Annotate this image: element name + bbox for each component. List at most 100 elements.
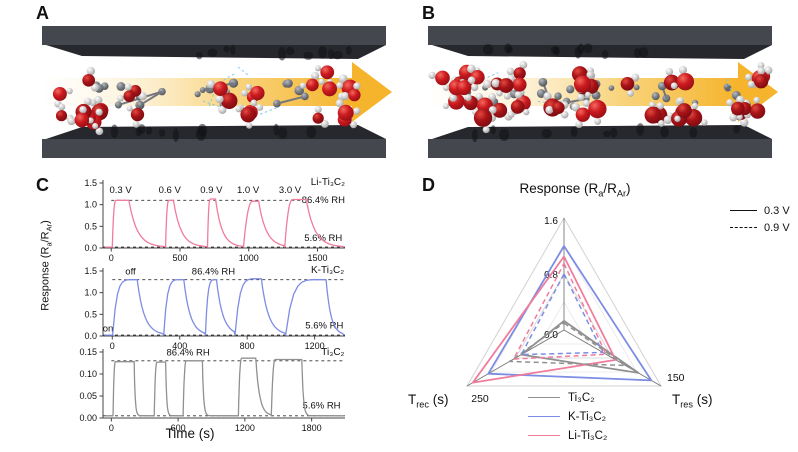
electrode-plates <box>42 26 386 158</box>
li-ti3c2-line-swatch <box>528 435 560 436</box>
svg-text:400: 400 <box>172 341 187 351</box>
svg-text:86.4% RH: 86.4% RH <box>192 266 235 277</box>
time-axis-label: Time (s) <box>165 426 215 441</box>
svg-text:0: 0 <box>110 341 115 351</box>
hydrogen-bond <box>218 72 237 84</box>
svg-text:1200: 1200 <box>305 341 325 351</box>
material-legend-row: Ti₃C₂ <box>528 388 607 407</box>
radar-title-sub-a: a <box>598 188 604 199</box>
t-rec-unit: (s) <box>429 392 449 407</box>
svg-text:0.10: 0.10 <box>79 369 97 379</box>
svg-text:1500: 1500 <box>307 253 327 263</box>
plate-reflection <box>506 46 513 53</box>
plate-reflection <box>633 48 641 58</box>
t-rec-vertex-label: 250 <box>471 393 489 405</box>
radar-title: Response (Ra/RAr) <box>440 181 710 199</box>
response-trace <box>104 278 345 336</box>
water-molecule <box>506 60 528 80</box>
radar-series-pink-dashed <box>512 262 607 360</box>
water-molecule <box>545 101 569 119</box>
svg-text:0.5: 0.5 <box>84 221 97 231</box>
water-molecule <box>52 87 73 108</box>
series-label: Li-Ti₃C₂ <box>311 177 345 188</box>
plate-reflection <box>345 46 352 55</box>
voltage-legend: 0.3 V 0.9 V <box>730 202 790 236</box>
voltage-legend-row-solid: 0.3 V <box>730 202 790 219</box>
svg-text:1.5: 1.5 <box>84 178 97 188</box>
water-molecule <box>67 105 90 128</box>
svg-text:1000: 1000 <box>239 253 259 263</box>
t-res-unit: (s) <box>693 392 713 407</box>
dashed-line-swatch <box>730 227 757 228</box>
water-molecule <box>82 66 99 92</box>
svg-text:0.00: 0.00 <box>79 413 97 423</box>
t-rec-main: T <box>408 392 417 407</box>
water-molecule <box>235 105 257 129</box>
t-res-sub: res <box>680 399 693 410</box>
svg-text:1.5: 1.5 <box>84 266 97 276</box>
water-molecule <box>341 82 361 102</box>
plate-reflection <box>196 52 203 60</box>
svg-text:5.6% RH: 5.6% RH <box>304 233 342 244</box>
water-molecule <box>299 71 320 92</box>
pulse-chart-1: 0.0 0.5 1.0 1.5 0 400 800 1200 86.4% RH 5.6% RH K-… <box>84 265 345 351</box>
electrode-water-scene-b <box>428 26 778 158</box>
water-molecule <box>507 74 527 99</box>
series-label: Ti₃C₂ <box>321 347 344 358</box>
water-molecule <box>674 97 692 122</box>
panel-a-letter: A <box>36 3 49 23</box>
plate-reflection <box>482 44 494 55</box>
svg-text:600: 600 <box>171 423 186 433</box>
radar-title-pre: Response (R <box>519 181 599 196</box>
radar-title-post: ) <box>626 181 631 196</box>
water-molecule <box>491 78 514 100</box>
svg-text:0.05: 0.05 <box>79 391 97 401</box>
pulse-chart-0: 0.0 0.5 1.0 1.5 0 500 1000 1500 86.4% RH 5.6% RH L… <box>84 177 345 263</box>
material-legend-row: Li-Ti₃C₂ <box>528 426 607 445</box>
water-molecules <box>428 60 773 134</box>
water-molecule <box>571 102 591 129</box>
hydrogen-bond <box>202 100 222 108</box>
svg-text:0.0: 0.0 <box>84 331 97 341</box>
water-molecule <box>582 99 607 125</box>
plate-reflection <box>285 46 295 56</box>
water-molecule <box>726 99 745 122</box>
t-res-vertex-label: 150 <box>667 372 685 384</box>
plate-reflection <box>207 48 218 57</box>
arrowhead <box>352 62 392 122</box>
radar-series-gray-dashed <box>508 322 627 367</box>
electrode-water-scene-a <box>42 26 392 158</box>
response-tick-label: 0.0 <box>544 330 558 341</box>
radar-title-mid: /R <box>603 181 617 196</box>
water-molecule <box>670 65 695 91</box>
series-label: K-Ti₃C₂ <box>311 265 344 276</box>
water-molecule <box>620 73 640 97</box>
plate-reflection <box>278 47 287 61</box>
plate-reflection <box>553 47 560 56</box>
water-molecule <box>245 83 265 107</box>
radar-title-sub-ar: Ar <box>616 188 627 199</box>
radar-spoke <box>563 329 662 387</box>
svg-text:0.5: 0.5 <box>84 309 97 319</box>
pulse-response-charts: 0.0 0.5 1.0 1.5 0 500 1000 1500 86.4% RH 5.6% RH L… <box>79 177 345 433</box>
svg-text:0: 0 <box>109 253 114 263</box>
radar-series-pink-solid <box>471 255 617 384</box>
t-res-main: T <box>672 392 681 407</box>
plate-reflection <box>574 46 582 59</box>
material-legend-label: Li-Ti₃C₂ <box>568 429 608 442</box>
voltage-label: 0.3 V <box>110 185 133 196</box>
svg-text:500: 500 <box>172 253 187 263</box>
water-molecule <box>117 83 136 102</box>
material-legend-label: Ti₃C₂ <box>568 391 595 404</box>
radar-gridline <box>466 217 662 387</box>
plate-reflection <box>638 47 649 58</box>
plate-reflection <box>318 46 327 59</box>
water-molecule <box>747 67 769 89</box>
voltage-legend-label: 0.3 V <box>764 204 790 217</box>
panel-b-letter: B <box>422 3 435 23</box>
svg-text:86.4% RH: 86.4% RH <box>166 348 209 359</box>
water-molecules <box>52 65 361 136</box>
